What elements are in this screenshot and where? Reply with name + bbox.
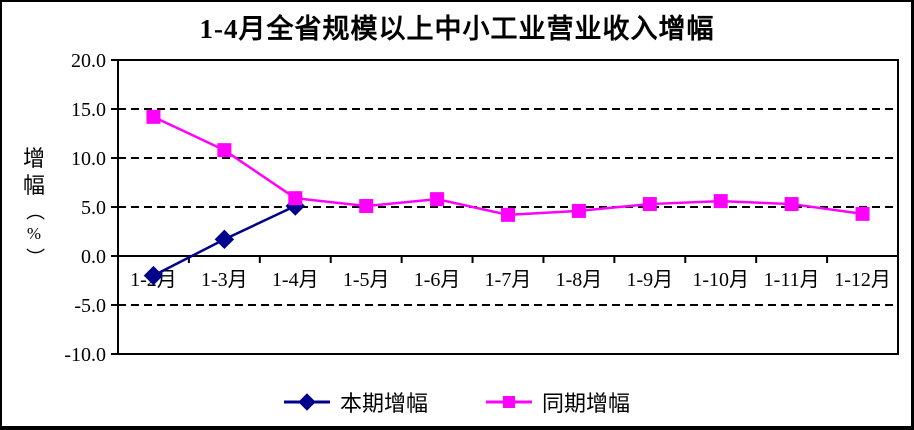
series-本期增幅	[143, 196, 305, 286]
data-point-marker-square	[217, 143, 232, 158]
square-marker-swatch	[486, 396, 532, 408]
y-tick-label: 10.0	[71, 148, 106, 170]
y-axis-title-char: %	[26, 224, 42, 244]
data-point-marker-diamond	[143, 265, 164, 286]
x-category-label: 1-10月	[692, 269, 749, 291]
legend-item-same-period: 同期增幅	[486, 386, 630, 418]
legend: 本期增幅 同期增幅	[0, 386, 914, 418]
series-同期增幅	[146, 109, 870, 222]
x-category-label: 1-3月	[201, 269, 248, 291]
y-tick-label: 15.0	[71, 99, 106, 121]
plot-area: 20.015.010.05.00.0-5.0-10.01-2月1-3月1-4月1…	[64, 50, 899, 366]
data-point-marker-square	[855, 206, 870, 221]
y-tick-label: 0.0	[81, 246, 106, 268]
x-category-label: 1-12月	[834, 269, 891, 291]
data-point-marker-square	[784, 197, 799, 212]
data-point-marker-square	[503, 396, 515, 408]
diamond-marker-swatch	[283, 393, 330, 411]
data-point-marker-square	[501, 207, 515, 222]
y-tick-label: -10.0	[64, 344, 106, 366]
data-point-marker-diamond	[298, 393, 316, 411]
y-tick-label: 5.0	[81, 197, 106, 219]
y-tick-label: -5.0	[74, 295, 106, 317]
y-axis-title-char: 幅	[22, 173, 45, 199]
x-category-label: 1-6月	[414, 269, 461, 291]
x-category-label: 1-8月	[556, 269, 603, 291]
y-tick-label: 20.0	[71, 50, 106, 72]
data-point-marker-square	[146, 109, 161, 124]
x-category-label: 1-7月	[485, 269, 532, 291]
x-category-label: 1-11月	[764, 269, 820, 291]
data-point-marker-square	[288, 191, 303, 206]
y-axis-title: 增幅（%）	[16, 60, 52, 354]
chart-title: 1-4月全省规模以上中小工业营业收入增幅	[199, 14, 715, 44]
series-line	[152, 115, 863, 217]
legend-label-same-period: 同期增幅	[542, 391, 631, 416]
data-point-marker-square	[642, 197, 657, 212]
legend-label-current-period: 本期增幅	[339, 391, 428, 416]
x-category-label: 1-5月	[343, 269, 390, 291]
data-point-marker-square	[359, 199, 374, 214]
x-category-label: 1-4月	[272, 269, 319, 291]
x-category-label: 1-9月	[626, 269, 673, 291]
legend-item-current-period: 本期增幅	[283, 386, 428, 418]
data-point-marker-diamond	[214, 229, 235, 250]
data-point-marker-square	[713, 194, 728, 209]
data-point-marker-square	[571, 203, 586, 218]
data-point-marker-square	[430, 192, 445, 207]
y-axis-title-char: 增	[22, 146, 45, 172]
